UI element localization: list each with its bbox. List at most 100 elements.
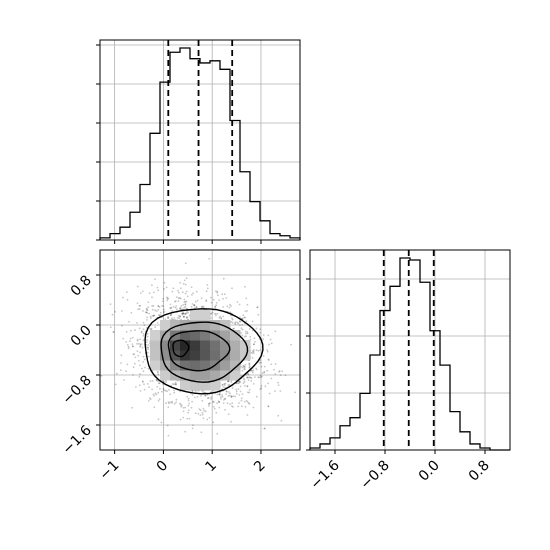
scatter-point xyxy=(252,406,255,409)
scatter-point xyxy=(160,390,163,393)
scatter-point xyxy=(168,402,170,405)
scatter-point xyxy=(187,399,190,402)
scatter-point xyxy=(167,434,170,437)
scatter-point xyxy=(157,418,160,421)
density-cell xyxy=(160,370,171,381)
scatter-point xyxy=(195,306,198,308)
scatter-point xyxy=(277,414,280,417)
scatter-point xyxy=(230,305,233,307)
scatter-point xyxy=(218,299,221,302)
scatter-point xyxy=(226,305,229,308)
scatter-point xyxy=(246,401,249,403)
scatter-point xyxy=(248,365,251,368)
scatter-point xyxy=(220,398,222,400)
scatter-point xyxy=(171,401,173,404)
scatter-point xyxy=(238,303,241,306)
scatter-point xyxy=(259,388,262,390)
scatter-point xyxy=(219,315,222,318)
scatter-point xyxy=(179,315,182,318)
scatter-point xyxy=(193,304,196,306)
density-cell xyxy=(230,370,241,381)
scatter-point xyxy=(186,310,189,313)
scatter-point xyxy=(218,406,221,409)
scatter-point xyxy=(161,305,164,307)
scatter-point xyxy=(210,398,212,400)
scatter-point xyxy=(152,393,155,396)
density-cell xyxy=(200,340,211,351)
scatter-point xyxy=(139,373,141,376)
scatter-point xyxy=(138,384,141,387)
scatter-point xyxy=(260,387,263,390)
scatter-point xyxy=(158,382,161,385)
joint-ytick-label-1: 0.0 xyxy=(68,323,95,350)
scatter-point xyxy=(163,308,165,311)
scatter-point xyxy=(240,397,243,400)
scatter-point xyxy=(205,300,208,303)
scatter-point xyxy=(248,328,251,330)
scatter-point xyxy=(223,383,226,385)
scatter-point xyxy=(164,389,167,392)
scatter-point xyxy=(246,376,249,378)
scatter-point xyxy=(125,331,128,333)
scatter-point xyxy=(139,343,142,346)
scatter-point xyxy=(157,305,160,308)
scatter-point xyxy=(222,386,225,388)
scatter-point xyxy=(247,391,249,394)
scatter-point xyxy=(215,304,218,307)
scatter-point xyxy=(197,412,200,415)
scatter-point xyxy=(157,305,160,307)
scatter-point xyxy=(257,349,260,352)
scatter-point xyxy=(201,411,204,414)
scatter-point xyxy=(228,383,231,386)
scatter-point xyxy=(255,368,258,371)
density-cell xyxy=(230,360,241,371)
scatter-point xyxy=(239,324,241,327)
scatter-point xyxy=(242,377,245,380)
scatter-point xyxy=(255,349,258,352)
scatter-point xyxy=(175,296,178,298)
scatter-point xyxy=(244,385,246,387)
scatter-point xyxy=(251,320,254,323)
scatter-point xyxy=(218,401,221,403)
scatter-point xyxy=(146,346,149,349)
scatter-point xyxy=(206,284,209,286)
scatter-point xyxy=(191,427,194,430)
scatter-point xyxy=(267,405,270,407)
scatter-point xyxy=(266,350,269,353)
scatter-point xyxy=(184,303,187,305)
scatter-point xyxy=(241,317,244,320)
scatter-point xyxy=(131,336,134,339)
scatter-point xyxy=(155,379,158,382)
scatter-point xyxy=(183,315,185,318)
scatter-point xyxy=(134,356,137,359)
scatter-point xyxy=(208,402,211,405)
scatter-point xyxy=(186,316,189,319)
scatter-point xyxy=(150,327,153,330)
scatter-point xyxy=(221,293,224,296)
density-cell xyxy=(180,380,191,391)
scatter-point xyxy=(241,328,244,331)
scatter-point xyxy=(138,308,141,311)
scatter-point xyxy=(156,322,159,324)
scatter-point xyxy=(203,391,206,394)
scatter-point xyxy=(142,355,145,358)
scatter-point xyxy=(245,399,248,402)
scatter-point xyxy=(177,289,179,292)
scatter-point xyxy=(230,321,233,323)
scatter-point xyxy=(231,387,234,390)
scatter-point xyxy=(202,417,205,420)
scatter-point xyxy=(277,381,279,384)
scatter-point xyxy=(183,315,185,318)
scatter-point xyxy=(251,352,254,354)
scatter-point xyxy=(191,400,194,403)
scatter-point xyxy=(96,304,98,306)
scatter-point xyxy=(206,397,209,400)
scatter-point xyxy=(166,424,169,427)
scatter-point xyxy=(267,358,270,361)
scatter-point xyxy=(109,303,112,306)
scatter-point xyxy=(201,306,203,308)
scatter-point xyxy=(231,321,234,324)
scatter-point xyxy=(163,310,166,313)
scatter-point xyxy=(236,321,239,324)
